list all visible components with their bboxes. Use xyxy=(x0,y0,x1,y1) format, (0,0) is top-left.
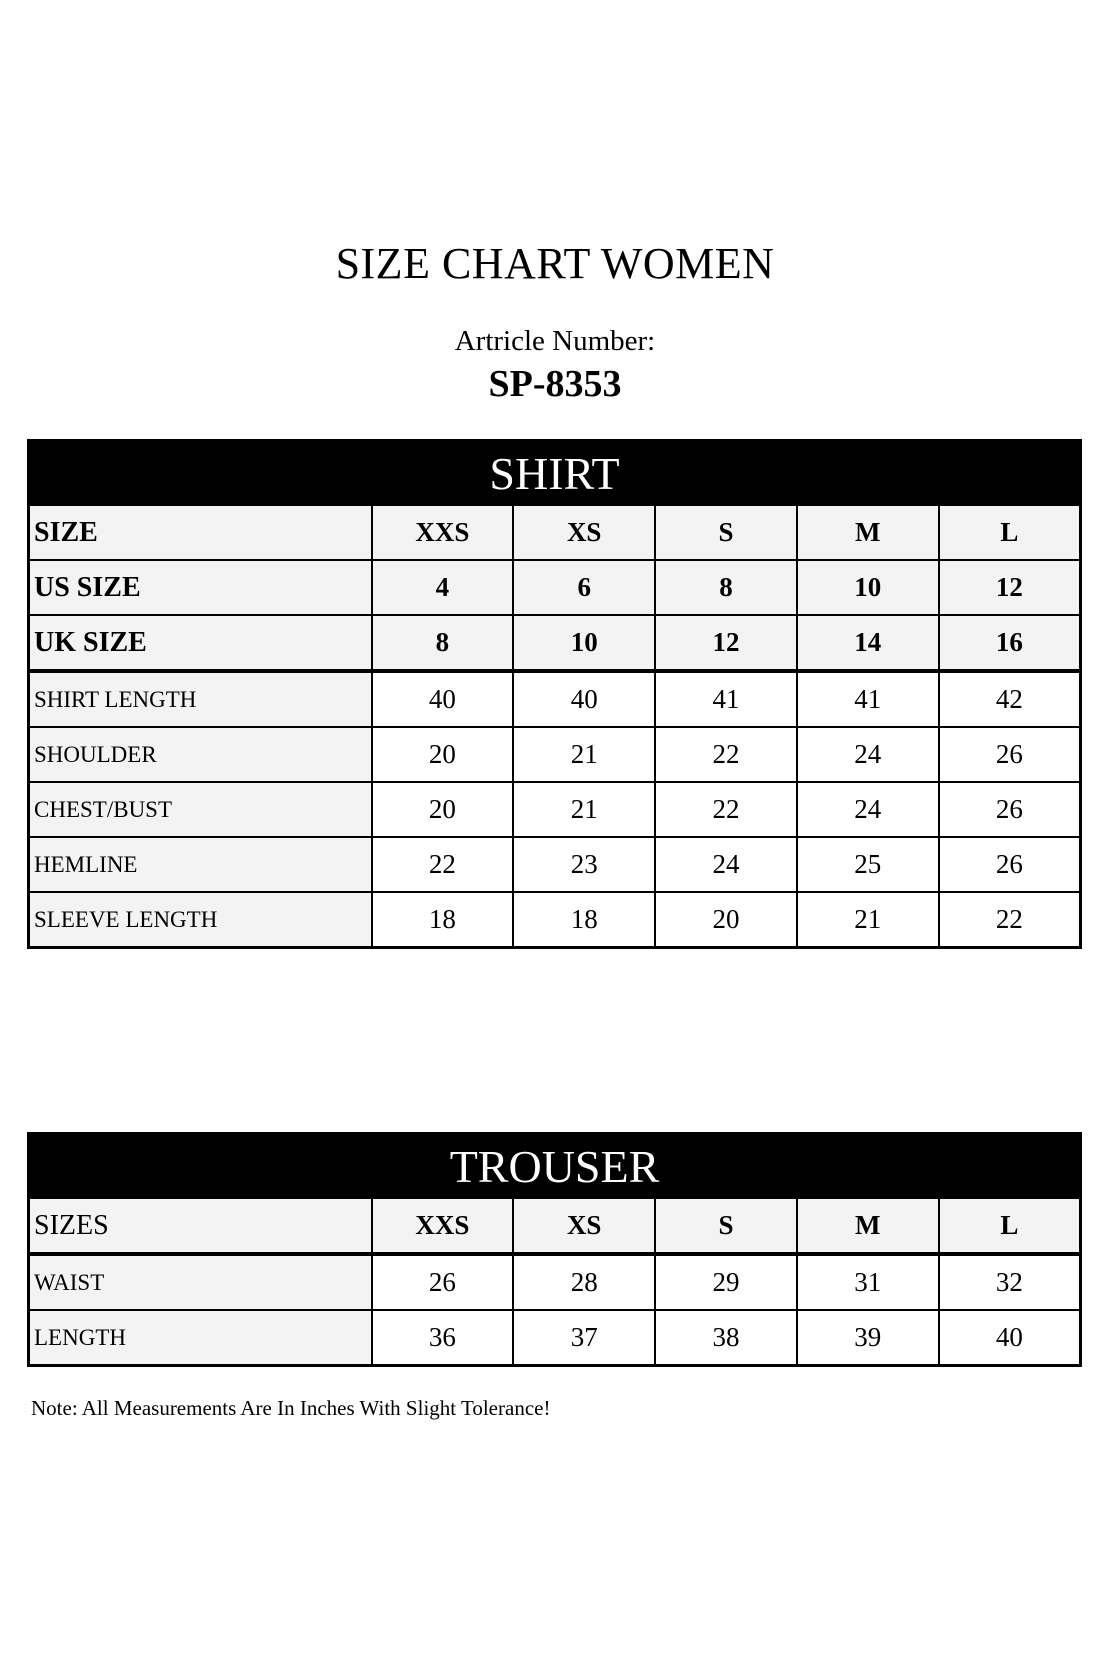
table-row: CHEST/BUST 20 21 22 24 26 xyxy=(27,781,1082,838)
table-cell: 40 xyxy=(937,1309,1082,1367)
table-cell: 23 xyxy=(512,836,657,893)
row-label: US SIZE xyxy=(27,559,373,616)
table-cell: L xyxy=(937,504,1082,561)
article-number: SP-8353 xyxy=(488,363,622,405)
row-label: CHEST/BUST xyxy=(27,781,373,838)
table-cell: 12 xyxy=(654,614,798,672)
row-label: SIZE xyxy=(27,504,373,561)
row-label: LENGTH xyxy=(27,1309,373,1367)
table-cell: 16 xyxy=(937,614,1082,672)
table-cell: 21 xyxy=(795,891,940,949)
table-row: HEMLINE 22 23 24 25 26 xyxy=(27,836,1082,893)
table-cell: 40 xyxy=(370,669,515,728)
page-title: SIZE CHART WOMEN xyxy=(335,239,775,288)
table-cell: 22 xyxy=(654,781,798,838)
table-row: SIZES XXS XS S M L xyxy=(27,1197,1082,1255)
shirt-size-table: SHIRT SIZE XXS XS S M L US SIZE 4 6 8 10 12 UK SIZE 8… xyxy=(27,439,1082,949)
table-cell: 41 xyxy=(795,669,940,728)
table-cell: 26 xyxy=(370,1252,515,1311)
table-cell: 25 xyxy=(795,836,940,893)
table-cell: 22 xyxy=(937,891,1082,949)
table-cell: 31 xyxy=(795,1252,940,1311)
table-row: WAIST 26 28 29 31 32 xyxy=(27,1252,1082,1311)
row-label: HEMLINE xyxy=(27,836,373,893)
table-cell: S xyxy=(654,1197,798,1255)
table-cell: 22 xyxy=(654,726,798,783)
table-row: SHOULDER 20 21 22 24 26 xyxy=(27,726,1082,783)
table-cell: L xyxy=(937,1197,1082,1255)
table-cell: 26 xyxy=(937,781,1082,838)
row-label: SLEEVE LENGTH xyxy=(27,891,373,949)
table-row: SLEEVE LENGTH 18 18 20 21 22 xyxy=(27,891,1082,949)
table-row: US SIZE 4 6 8 10 12 xyxy=(27,559,1082,616)
table-cell: 39 xyxy=(795,1309,940,1367)
table-cell: 37 xyxy=(512,1309,657,1367)
table-cell: 24 xyxy=(795,781,940,838)
table-row: SIZE XXS XS S M L xyxy=(27,504,1082,561)
table-cell: 20 xyxy=(370,726,515,783)
table-cell: 40 xyxy=(512,669,657,728)
table-cell: 20 xyxy=(654,891,798,949)
row-label: WAIST xyxy=(27,1252,373,1311)
row-label: SHOULDER xyxy=(27,726,373,783)
table-cell: 38 xyxy=(654,1309,798,1367)
table-cell: 32 xyxy=(937,1252,1082,1311)
table-cell: 26 xyxy=(937,726,1082,783)
article-number-label: Artricle Number: xyxy=(454,325,656,357)
table-cell: 12 xyxy=(937,559,1082,616)
table-cell: 6 xyxy=(512,559,657,616)
shirt-heading: SHIRT xyxy=(28,440,1081,505)
table-cell: 21 xyxy=(512,781,657,838)
table-cell: M xyxy=(795,504,940,561)
table-cell: 18 xyxy=(512,891,657,949)
table-cell: 42 xyxy=(937,669,1082,728)
table-cell: 26 xyxy=(937,836,1082,893)
row-label: UK SIZE xyxy=(27,614,373,672)
row-label: SHIRT LENGTH xyxy=(27,669,373,728)
table-cell: 20 xyxy=(370,781,515,838)
measurement-note: Note: All Measurements Are In Inches Wit… xyxy=(31,1396,551,1420)
trouser-size-table: TROUSER SIZES XXS XS S M L WAIST 26 28 29 31 32 LENG… xyxy=(27,1132,1082,1367)
table-cell: 10 xyxy=(512,614,657,672)
table-cell: 41 xyxy=(654,669,798,728)
table-cell: XS xyxy=(512,1197,657,1255)
table-cell: 4 xyxy=(370,559,515,616)
table-cell: 21 xyxy=(512,726,657,783)
table-row: SHIRT LENGTH 40 40 41 41 42 xyxy=(27,669,1082,728)
table-cell: XS xyxy=(512,504,657,561)
table-row: UK SIZE 8 10 12 14 16 xyxy=(27,614,1082,672)
table-cell: 36 xyxy=(370,1309,515,1367)
table-row: LENGTH 36 37 38 39 40 xyxy=(27,1309,1082,1367)
table-cell: 24 xyxy=(795,726,940,783)
table-cell: 8 xyxy=(370,614,515,672)
table-cell: 8 xyxy=(654,559,798,616)
table-cell: 28 xyxy=(512,1252,657,1311)
table-cell: M xyxy=(795,1197,940,1255)
table-cell: 18 xyxy=(370,891,515,949)
table-cell: 14 xyxy=(795,614,940,672)
row-label: SIZES xyxy=(27,1197,373,1255)
table-cell: 22 xyxy=(370,836,515,893)
table-cell: XXS xyxy=(370,1197,515,1255)
trouser-heading: TROUSER xyxy=(28,1133,1081,1198)
table-cell: 29 xyxy=(654,1252,798,1311)
table-cell: 24 xyxy=(654,836,798,893)
table-cell: XXS xyxy=(370,504,515,561)
table-cell: 10 xyxy=(795,559,940,616)
table-cell: S xyxy=(654,504,798,561)
